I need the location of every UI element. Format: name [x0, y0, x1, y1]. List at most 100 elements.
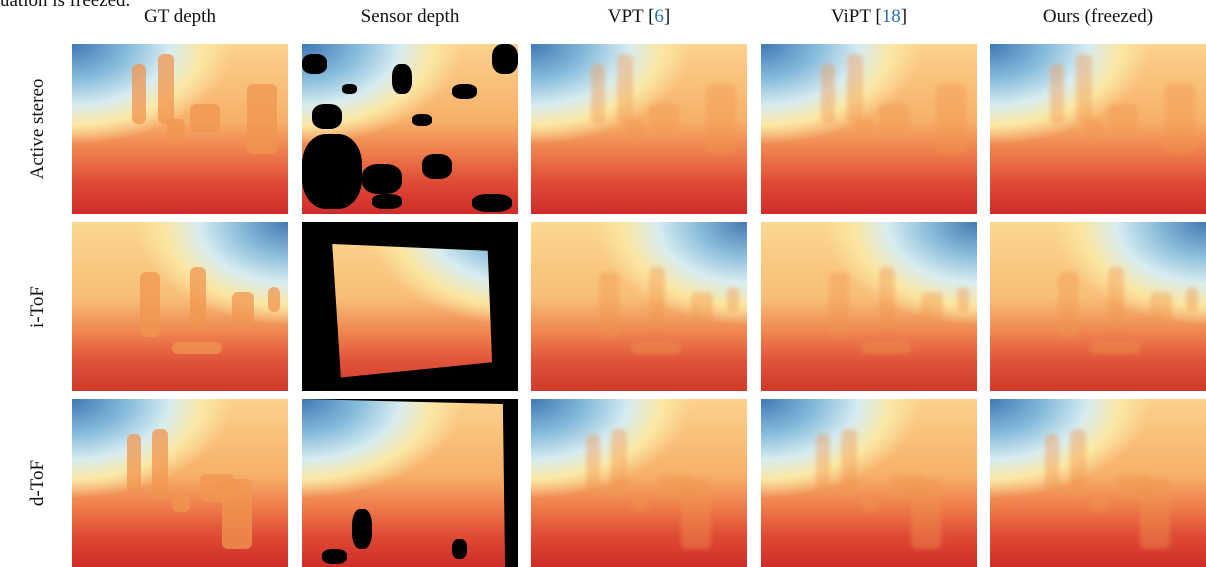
object-shape — [649, 104, 679, 132]
depth-image — [990, 222, 1206, 391]
row-label: i-ToF — [27, 286, 49, 328]
object-shape — [127, 434, 141, 494]
header-text: GT depth — [144, 6, 216, 27]
object-shape — [1090, 494, 1108, 512]
object-shape — [172, 494, 190, 512]
missing-depth — [302, 134, 362, 209]
object-shape — [158, 54, 174, 124]
missing-depth — [302, 222, 518, 391]
header-text: Sensor depth — [361, 6, 460, 27]
missing-depth — [472, 194, 512, 212]
missing-depth — [312, 104, 342, 129]
object-shape — [140, 272, 160, 337]
object-shape — [1070, 429, 1086, 499]
depth-image — [990, 399, 1206, 567]
object-shape — [1076, 54, 1092, 124]
missing-depth — [302, 54, 327, 74]
missing-depth — [492, 44, 518, 74]
missing-depth — [452, 84, 477, 99]
object-shape — [617, 54, 633, 124]
object-shape — [879, 104, 909, 132]
object-shape — [816, 434, 830, 494]
object-shape — [1165, 84, 1195, 154]
missing-depth — [372, 194, 402, 209]
object-shape — [190, 104, 220, 132]
object-shape — [268, 287, 280, 312]
object-shape — [691, 292, 713, 322]
object-shape — [829, 272, 849, 337]
row-label: Active stereo — [27, 79, 49, 180]
depth-image — [761, 399, 977, 567]
object-shape — [1058, 272, 1078, 337]
object-shape — [586, 434, 600, 494]
depth-image — [761, 44, 977, 214]
object-shape — [649, 267, 665, 327]
object-shape — [727, 287, 739, 312]
object-shape — [1140, 479, 1170, 549]
missing-depth — [362, 164, 402, 194]
depth-image — [531, 222, 747, 391]
citation: 6 — [654, 6, 664, 27]
object-shape — [936, 84, 966, 154]
object-shape — [1090, 342, 1140, 354]
object-shape — [190, 267, 206, 327]
object-shape — [861, 342, 911, 354]
missing-depth — [342, 84, 357, 94]
object-shape — [856, 119, 874, 139]
object-shape — [1045, 434, 1059, 494]
column-header: GT depth — [72, 6, 288, 28]
object-shape — [599, 272, 619, 337]
header-text: Ours (freezed) — [1043, 6, 1153, 27]
object-shape — [132, 64, 146, 124]
object-shape — [861, 494, 879, 512]
object-shape — [681, 479, 711, 549]
object-shape — [706, 84, 736, 154]
object-shape — [631, 342, 681, 354]
depth-image — [990, 44, 1206, 214]
page: {"caption_fragment": "uation is freezed.… — [0, 0, 1206, 567]
column-header: ViPT [18] — [761, 6, 977, 28]
object-shape — [1085, 119, 1103, 139]
object-shape — [841, 429, 857, 499]
missing-depth — [322, 549, 347, 564]
object-shape — [611, 429, 627, 499]
column-header: Sensor depth — [302, 6, 518, 28]
object-shape — [1050, 64, 1064, 124]
depth-image — [72, 399, 288, 567]
missing-depth — [412, 114, 432, 126]
depth-image — [302, 399, 518, 567]
object-shape — [847, 54, 863, 124]
object-shape — [591, 64, 605, 124]
object-shape — [911, 479, 941, 549]
depth-image — [302, 44, 518, 214]
object-shape — [1186, 287, 1198, 312]
depth-image — [531, 44, 747, 214]
depth-image — [302, 222, 518, 391]
depth-image — [531, 399, 747, 567]
object-shape — [247, 84, 277, 154]
object-shape — [1150, 292, 1172, 322]
object-shape — [879, 267, 895, 327]
column-header: VPT [6] — [531, 6, 747, 28]
row-label: d-ToF — [27, 460, 49, 506]
column-header: Ours (freezed) — [990, 6, 1206, 28]
object-shape — [957, 287, 969, 312]
object-shape — [152, 429, 168, 499]
header-text: ] — [901, 6, 907, 27]
object-shape — [626, 119, 644, 139]
header-text: ViPT [ — [831, 6, 882, 27]
object-shape — [172, 342, 222, 354]
header-text: ] — [664, 6, 670, 27]
depth-image — [72, 222, 288, 391]
object-shape — [222, 479, 252, 549]
object-shape — [631, 494, 649, 512]
missing-depth — [302, 399, 518, 567]
missing-depth — [392, 64, 412, 94]
missing-depth — [452, 539, 467, 559]
depth-image — [72, 44, 288, 214]
object-shape — [1108, 267, 1124, 327]
citation: 18 — [882, 6, 901, 27]
object-shape — [921, 292, 943, 322]
object-shape — [1108, 104, 1138, 132]
depth-image — [761, 222, 977, 391]
